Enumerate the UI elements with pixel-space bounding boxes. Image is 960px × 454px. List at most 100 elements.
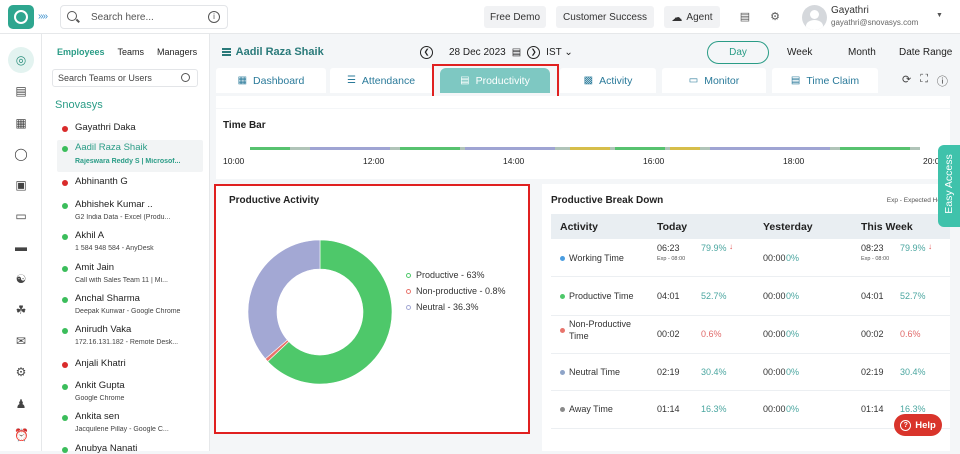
settings-icon[interactable]: ⚙ (15, 365, 27, 379)
calendar-icon[interactable]: ▤ (511, 46, 522, 58)
tab-productivity[interactable]: ▤ Productivity (440, 68, 550, 93)
productive-activity-card: Productive Activity Productive - 63% Non… (214, 184, 530, 434)
dashboard-icon[interactable]: ◎ (8, 47, 34, 73)
legend-marker (406, 289, 411, 295)
search-icon (67, 11, 77, 21)
selected-employee-title: Aadil Raza Shaik (222, 46, 324, 58)
status-dot (62, 384, 68, 390)
info-icon[interactable]: i (208, 11, 220, 23)
today-time: 01:14 (657, 404, 680, 414)
agent-label: Agent (686, 11, 713, 23)
card-icon[interactable]: ▬ (15, 240, 27, 254)
range-date-range-button[interactable]: Date Range (899, 47, 953, 58)
week-time: 08:23 (861, 243, 884, 253)
time-tick: 10:00 (223, 156, 245, 166)
week-time: 02:19 (861, 366, 884, 377)
current-date[interactable]: 28 Dec 2023 (449, 46, 506, 58)
yesterday-percent: 0% (786, 329, 800, 339)
tab-employees[interactable]: Employees (57, 47, 105, 57)
activity-label: Non-Productive Time (569, 319, 632, 341)
donut-slice-neutral[interactable] (247, 239, 321, 360)
donut-slice-productive[interactable] (267, 239, 393, 385)
tab-label: Monitor (704, 74, 740, 87)
global-search-input[interactable]: Search here... i (60, 5, 228, 29)
tab-attendance[interactable]: ☰ Attendance (330, 68, 432, 93)
breakdown-row: Productive Time 04:01 52.7% 00:00 0% 04:01 52.… (551, 277, 950, 316)
prev-date-icon[interactable]: ❮ (420, 45, 433, 59)
help-label: Help (915, 419, 936, 431)
attendance-icon: ☰ (346, 75, 356, 86)
document-icon[interactable]: ▤ (739, 11, 751, 23)
time-tick: 20:0 (923, 156, 940, 166)
tab-managers[interactable]: Managers (157, 47, 198, 57)
briefcase-icon[interactable]: ▣ (15, 178, 27, 192)
app-logo[interactable] (8, 5, 34, 29)
tab-time-claim[interactable]: ▤ Time Claim (772, 68, 878, 93)
timezone-select[interactable]: IST ⌄ (546, 46, 573, 58)
monitor-icon[interactable]: ▭ (15, 209, 27, 223)
alarm-icon[interactable]: ⏰ (14, 428, 29, 442)
range-week-button[interactable]: Week (787, 47, 813, 58)
fullscreen-icon[interactable]: ⛶ (920, 73, 928, 85)
column-header: Activity (560, 221, 598, 233)
settings-icon[interactable]: ⚙ (770, 11, 780, 23)
today-time: 02:19 (657, 366, 680, 377)
easy-access-label: Easy Access (943, 154, 955, 214)
employee-name: Ankit Gupta (75, 380, 125, 391)
legend-item-non-productive: Non-productive - 0.8% (406, 286, 506, 296)
employee-item[interactable]: Aadil Raza Shaik Rajeswara Reddy S | Micr… (57, 140, 203, 172)
free-demo-button[interactable]: Free Demo (484, 6, 546, 28)
refresh-icon[interactable]: ⟳ (902, 74, 912, 86)
calendar-icon[interactable]: ▤ (15, 84, 27, 98)
chevron-down-icon[interactable]: ▼ (936, 12, 943, 19)
activity-dot (560, 407, 565, 413)
user-name: Gayathri (831, 5, 869, 16)
activity-icon: ▩ (583, 75, 594, 86)
status-dot (62, 146, 68, 152)
help-button[interactable]: ? Help (894, 414, 942, 436)
legend-label: Productive - 63% (416, 270, 485, 280)
today-time: 06:23 (657, 243, 680, 253)
today-percent: 52.7% (701, 290, 727, 301)
profile-icon[interactable]: ♟ (15, 397, 27, 411)
help-circle-icon[interactable]: ⓘ (936, 76, 948, 88)
today-percent: 0.6% (701, 329, 722, 339)
schedule-icon[interactable]: ▦ (15, 116, 27, 130)
tab-dashboard[interactable]: ▦ Dashboard (216, 68, 326, 93)
legend-item-neutral: Neutral - 36.3% (406, 302, 479, 312)
tab-monitor[interactable]: ▭ Monitor (662, 68, 766, 93)
org-name[interactable]: Snovasys (55, 99, 103, 111)
tab-teams[interactable]: Teams (117, 47, 145, 57)
team-icon[interactable]: ☯ (15, 272, 27, 286)
agent-button[interactable]: ☁ Agent (664, 6, 720, 28)
org-icon[interactable]: ☘ (15, 303, 27, 317)
monitor-icon: ▭ (688, 75, 699, 86)
status-dot (62, 203, 68, 209)
easy-access-tab[interactable]: Easy Access (938, 145, 960, 227)
team-user-search-input[interactable]: Search Teams or Users (52, 69, 198, 87)
user-icon[interactable]: ◯ (14, 147, 28, 161)
customer-success-button[interactable]: Customer Success (556, 6, 654, 28)
mail-icon[interactable]: ✉ (15, 334, 27, 348)
productive-donut-chart[interactable] (240, 232, 400, 392)
employee-name: Anjali Khatri (75, 358, 126, 369)
employee-name: Aadil Raza Shaik (235, 46, 324, 58)
avatar[interactable] (802, 5, 827, 30)
help-icon: ? (900, 419, 912, 431)
breakdown-title: Productive Break Down (551, 195, 664, 206)
cloud-upload-icon: ☁ (671, 11, 683, 24)
status-dot (62, 362, 68, 368)
time-bar-track[interactable] (250, 147, 920, 150)
today-expected: Exp - 08:00 (657, 256, 686, 262)
dashboard-icon: ▦ (237, 75, 248, 86)
menu-icon[interactable] (222, 47, 231, 58)
expand-sidebar-icon[interactable]: »» (38, 11, 48, 22)
range-month-button[interactable]: Month (848, 47, 876, 58)
employee-activity: 1 584 948 584 - AnyDesk (75, 245, 154, 252)
next-date-icon[interactable]: ❯ (527, 45, 541, 59)
time-tick: 16:00 (643, 156, 665, 166)
range-day-button[interactable]: Day (707, 41, 769, 64)
tab-activity[interactable]: ▩ Activity (560, 68, 656, 93)
column-header: Yesterday (763, 221, 813, 233)
breakdown-row: Away Time 01:14 16.3% 00:00 0% 01:14 16.3% (551, 391, 950, 429)
